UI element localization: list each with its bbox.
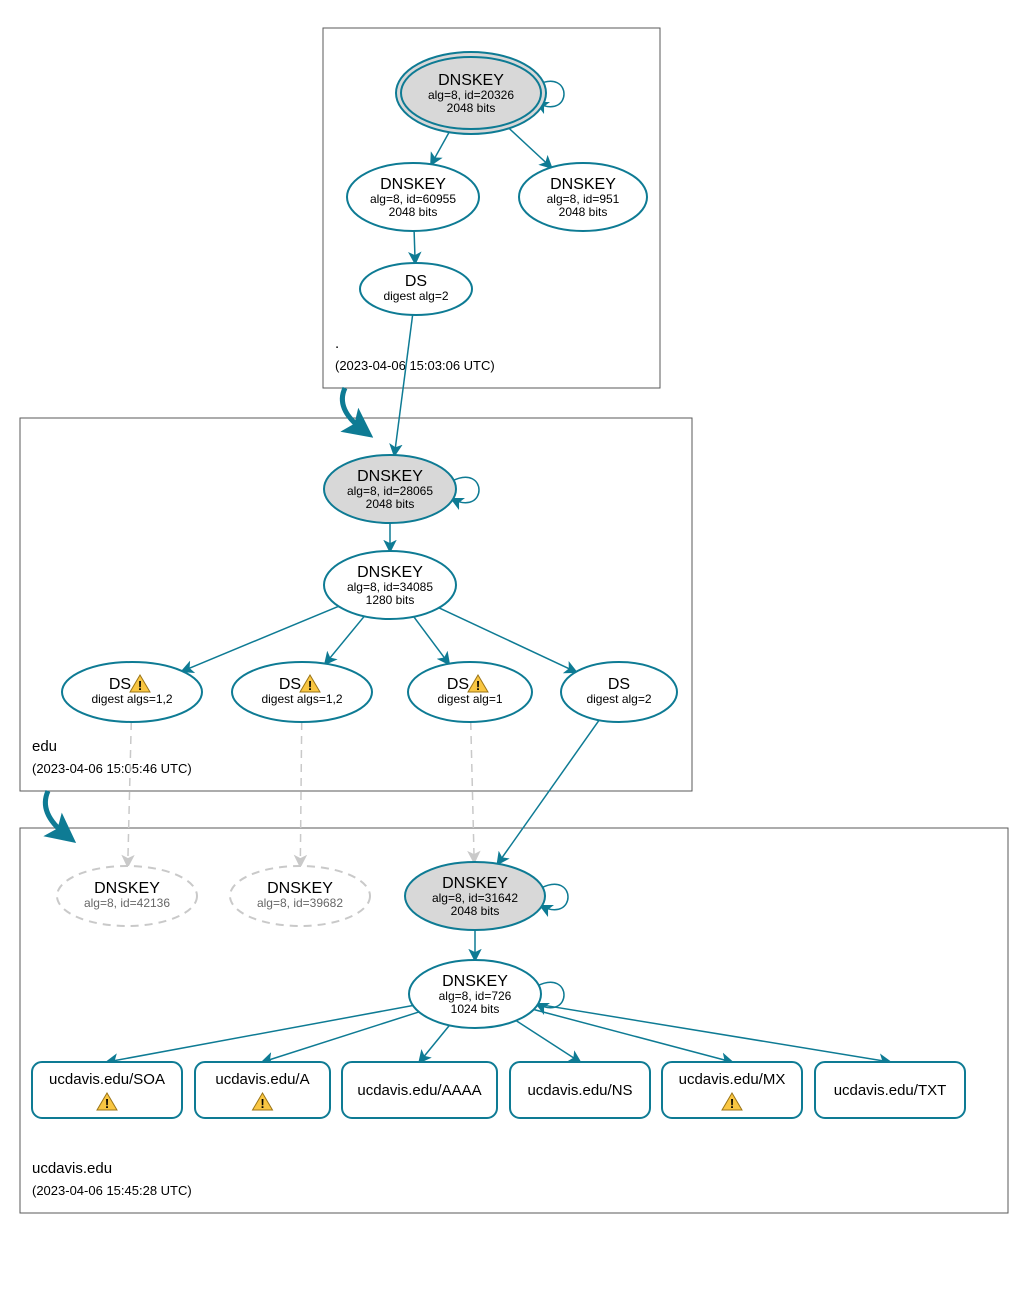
- edge: [505, 124, 551, 167]
- node-edu_ksk[interactable]: DNSKEYalg=8, id=280652048 bits: [324, 455, 456, 523]
- edge: [471, 722, 474, 862]
- node-line2: digest algs=1,2: [91, 692, 172, 706]
- dnssec-diagram: . (2023-04-06 15:03:06 UTC) edu (2023-04-06…: [0, 0, 1032, 1308]
- node-line3: 2048 bits: [447, 101, 496, 115]
- edge: [325, 616, 364, 663]
- rrset-rr_ns[interactable]: ucdavis.edu/NS: [510, 1062, 650, 1118]
- node-title: DS: [447, 676, 469, 693]
- node-title: DNSKEY: [94, 880, 160, 897]
- node-line3: 2048 bits: [389, 205, 438, 219]
- edge: [300, 722, 301, 866]
- node-uc_ksk[interactable]: DNSKEYalg=8, id=316422048 bits: [405, 862, 545, 930]
- node-title: DNSKEY: [357, 564, 423, 581]
- edge: [538, 1004, 890, 1062]
- svg-text:!: !: [308, 678, 312, 693]
- zone-delegation-arrow: [342, 388, 363, 430]
- node-edu_ds1[interactable]: DS!digest algs=1,2: [62, 662, 202, 722]
- edge: [420, 1025, 450, 1062]
- rrset-label: ucdavis.edu/TXT: [834, 1082, 947, 1099]
- node-line2: digest algs=1,2: [261, 692, 342, 706]
- zone-timestamp-root: (2023-04-06 15:03:06 UTC): [335, 358, 495, 373]
- node-title: DNSKEY: [550, 176, 616, 193]
- edge: [534, 1010, 732, 1062]
- node-root_zsk2[interactable]: DNSKEYalg=8, id=9512048 bits: [519, 163, 647, 231]
- zone-label-ucdavis: ucdavis.edu: [32, 1160, 112, 1177]
- node-title: DS: [608, 676, 630, 693]
- edge: [182, 606, 338, 671]
- rrset-label: ucdavis.edu/A: [215, 1071, 309, 1088]
- edge: [394, 315, 412, 455]
- node-edu_ds4[interactable]: DSdigest alg=2: [561, 662, 677, 722]
- rrset-label: ucdavis.edu/MX: [679, 1071, 786, 1088]
- edge: [516, 1021, 580, 1062]
- node-root_ksk[interactable]: DNSKEYalg=8, id=203262048 bits: [396, 52, 546, 134]
- node-line3: 2048 bits: [451, 904, 500, 918]
- node-uc_zsk[interactable]: DNSKEYalg=8, id=7261024 bits: [409, 960, 541, 1028]
- node-title: DS: [279, 676, 301, 693]
- node-title: DNSKEY: [442, 875, 508, 892]
- node-edu_ds2[interactable]: DS!digest algs=1,2: [232, 662, 372, 722]
- zone-label-root: .: [335, 335, 339, 352]
- svg-text:!: !: [260, 1096, 264, 1111]
- node-title: DS: [109, 676, 131, 693]
- node-uc_key_b[interactable]: DNSKEYalg=8, id=39682: [230, 866, 370, 926]
- node-edu_zsk[interactable]: DNSKEYalg=8, id=340851280 bits: [324, 551, 456, 619]
- node-line2: alg=8, id=28065: [347, 484, 433, 498]
- rrset-rr_a[interactable]: ucdavis.edu/A!: [195, 1062, 330, 1118]
- rrset-rr_aaaa[interactable]: ucdavis.edu/AAAA: [342, 1062, 497, 1118]
- node-title: DNSKEY: [380, 176, 446, 193]
- rrset-rr_soa[interactable]: ucdavis.edu/SOA!: [32, 1062, 182, 1118]
- edge: [128, 722, 132, 866]
- node-edu_ds3[interactable]: DS!digest alg=1: [408, 662, 532, 722]
- svg-text:!: !: [105, 1096, 109, 1111]
- node-line2: alg=8, id=42136: [84, 896, 170, 910]
- node-title: DNSKEY: [357, 468, 423, 485]
- node-title: DNSKEY: [442, 973, 508, 990]
- svg-text:!: !: [138, 678, 142, 693]
- node-uc_key_a[interactable]: DNSKEYalg=8, id=42136: [57, 866, 197, 926]
- edge: [414, 231, 415, 263]
- node-line2: alg=8, id=951: [547, 192, 620, 206]
- zone-timestamp-edu: (2023-04-06 15:05:46 UTC): [32, 761, 192, 776]
- svg-text:!: !: [730, 1096, 734, 1111]
- node-line2: alg=8, id=31642: [432, 891, 518, 905]
- rrset-rr_mx[interactable]: ucdavis.edu/MX!: [662, 1062, 802, 1118]
- edge: [414, 617, 449, 664]
- node-line2: digest alg=2: [383, 289, 448, 303]
- node-title: DNSKEY: [267, 880, 333, 897]
- node-line2: digest alg=1: [437, 692, 502, 706]
- node-line3: 1280 bits: [366, 593, 415, 607]
- node-root_zsk1[interactable]: DNSKEYalg=8, id=609552048 bits: [347, 163, 479, 231]
- svg-text:!: !: [476, 678, 480, 693]
- node-title: DNSKEY: [438, 72, 504, 89]
- node-line2: alg=8, id=34085: [347, 580, 433, 594]
- node-line2: alg=8, id=60955: [370, 192, 456, 206]
- node-title: DS: [405, 273, 427, 290]
- rrset-label: ucdavis.edu/SOA: [49, 1071, 165, 1088]
- node-line3: 2048 bits: [559, 205, 608, 219]
- node-line2: alg=8, id=20326: [428, 88, 514, 102]
- rrset-rr_txt[interactable]: ucdavis.edu/TXT: [815, 1062, 965, 1118]
- edge: [107, 1005, 413, 1062]
- node-root_ds[interactable]: DSdigest alg=2: [360, 263, 472, 315]
- node-line2: digest alg=2: [586, 692, 651, 706]
- edge: [498, 720, 599, 864]
- node-line2: alg=8, id=726: [439, 989, 512, 1003]
- node-line3: 2048 bits: [366, 497, 415, 511]
- rrset-label: ucdavis.edu/NS: [527, 1082, 632, 1099]
- node-line2: alg=8, id=39682: [257, 896, 343, 910]
- zone-timestamp-ucdavis: (2023-04-06 15:45:28 UTC): [32, 1183, 192, 1198]
- node-line3: 1024 bits: [451, 1002, 500, 1016]
- zone-label-edu: edu: [32, 738, 57, 755]
- rrset-label: ucdavis.edu/AAAA: [357, 1082, 481, 1099]
